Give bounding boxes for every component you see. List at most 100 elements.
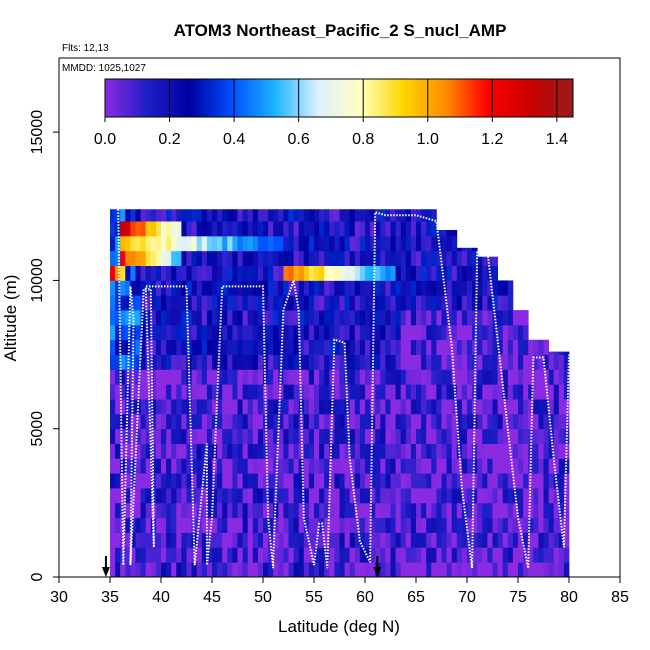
heatmap-cell xyxy=(334,458,340,474)
heatmap-cell xyxy=(492,265,498,281)
heatmap-cell xyxy=(334,473,340,489)
heatmap-cell xyxy=(150,221,157,237)
x-tick-label: 80 xyxy=(560,589,578,606)
heatmap-cell xyxy=(344,324,351,341)
heatmap-cell xyxy=(365,250,371,266)
heatmap-cell xyxy=(288,235,294,252)
heatmap-cell xyxy=(497,562,504,578)
heatmap-cell xyxy=(461,473,468,489)
heatmap-cell xyxy=(319,339,325,355)
heatmap-cell xyxy=(303,562,310,578)
heatmap-cell xyxy=(217,517,223,533)
heatmap-cell xyxy=(257,443,264,459)
heatmap-cell xyxy=(222,502,228,519)
heatmap-cell xyxy=(421,250,427,266)
heatmap-cell xyxy=(278,488,284,504)
heatmap-cell xyxy=(548,473,555,489)
heatmap-cell xyxy=(161,295,167,311)
heatmap-cell xyxy=(319,532,325,548)
heatmap-cell xyxy=(370,547,376,563)
heatmap-cell xyxy=(441,532,447,548)
heatmap-cell xyxy=(421,310,427,326)
colorbar-swatch xyxy=(271,79,276,117)
heatmap-cell xyxy=(161,443,167,459)
heatmap-cell xyxy=(120,443,126,459)
heatmap-cell xyxy=(247,443,254,459)
heatmap-cell xyxy=(206,502,213,519)
heatmap-cell xyxy=(283,458,289,474)
colorbar-swatch xyxy=(204,79,208,117)
heatmap-cell xyxy=(558,351,565,355)
heatmap-cell xyxy=(334,517,340,533)
y-tick-label: 0 xyxy=(29,572,46,581)
heatmap-cell xyxy=(370,532,376,548)
colorbar-swatch xyxy=(508,79,513,117)
heatmap-cell xyxy=(319,562,325,578)
heatmap-cell xyxy=(191,280,198,296)
heatmap-cell xyxy=(232,265,238,281)
heatmap-cell xyxy=(130,562,136,578)
heatmap-cell xyxy=(145,221,152,237)
heatmap-cell xyxy=(390,443,396,459)
heatmap-cell xyxy=(339,502,345,519)
heatmap-cell xyxy=(319,280,325,296)
colorbar-swatch xyxy=(175,79,179,117)
heatmap-cell xyxy=(538,517,544,533)
heatmap-cell xyxy=(161,221,167,237)
heatmap-cell xyxy=(523,384,529,400)
colorbar-swatch xyxy=(546,79,551,117)
heatmap-cell xyxy=(212,221,218,237)
x-tick-label: 45 xyxy=(203,589,221,606)
heatmap-cell xyxy=(176,339,182,355)
heatmap-cell xyxy=(135,502,141,519)
heatmap-cell xyxy=(416,384,422,400)
heatmap-cell xyxy=(456,384,463,400)
heatmap-cell xyxy=(319,354,325,370)
heatmap-cell xyxy=(334,235,340,252)
heatmap-cell xyxy=(523,443,529,459)
heatmap-cell xyxy=(563,502,570,519)
colorbar-swatch xyxy=(245,79,249,117)
heatmap-cell xyxy=(283,209,289,222)
heatmap-cell xyxy=(314,354,320,370)
heatmap-cell xyxy=(161,399,167,415)
colorbar-swatch xyxy=(359,79,363,117)
heatmap-cell xyxy=(212,369,218,385)
heatmap-cell xyxy=(283,517,289,533)
heatmap-cell xyxy=(380,473,386,489)
heatmap-cell xyxy=(283,399,289,415)
heatmap-cell xyxy=(416,443,422,459)
heatmap-cell xyxy=(436,265,442,281)
heatmap-cell xyxy=(273,369,279,385)
heatmap-cell xyxy=(518,532,524,548)
heatmap-cell xyxy=(227,458,233,474)
heatmap-cell xyxy=(130,295,136,311)
heatmap-cell xyxy=(125,413,131,430)
heatmap-cell xyxy=(247,310,254,326)
heatmap-cell xyxy=(507,399,514,415)
heatmap-cell xyxy=(150,250,157,266)
heatmap-cell xyxy=(273,488,279,504)
heatmap-cell xyxy=(518,399,524,415)
heatmap-cell xyxy=(390,324,396,341)
heatmap-cell xyxy=(145,517,152,533)
heatmap-cell xyxy=(492,324,498,341)
heatmap-cell xyxy=(314,473,320,489)
heatmap-cell xyxy=(339,324,345,341)
heatmap-cell xyxy=(487,458,493,474)
heatmap-cell xyxy=(232,369,238,385)
heatmap-cell xyxy=(523,562,529,578)
heatmap-cell xyxy=(507,502,514,519)
heatmap-cell xyxy=(385,473,391,489)
heatmap-cell xyxy=(319,428,325,444)
heatmap-cell xyxy=(329,250,335,266)
heatmap-cell xyxy=(191,428,198,444)
heatmap-cell xyxy=(150,458,157,474)
heatmap-cell xyxy=(365,547,371,563)
heatmap-cell xyxy=(349,458,356,474)
heatmap-cell xyxy=(125,532,131,548)
heatmap-cell xyxy=(472,247,478,252)
heatmap-cell xyxy=(201,473,208,489)
heatmap-cell xyxy=(365,265,371,281)
heatmap-cell xyxy=(518,502,524,519)
